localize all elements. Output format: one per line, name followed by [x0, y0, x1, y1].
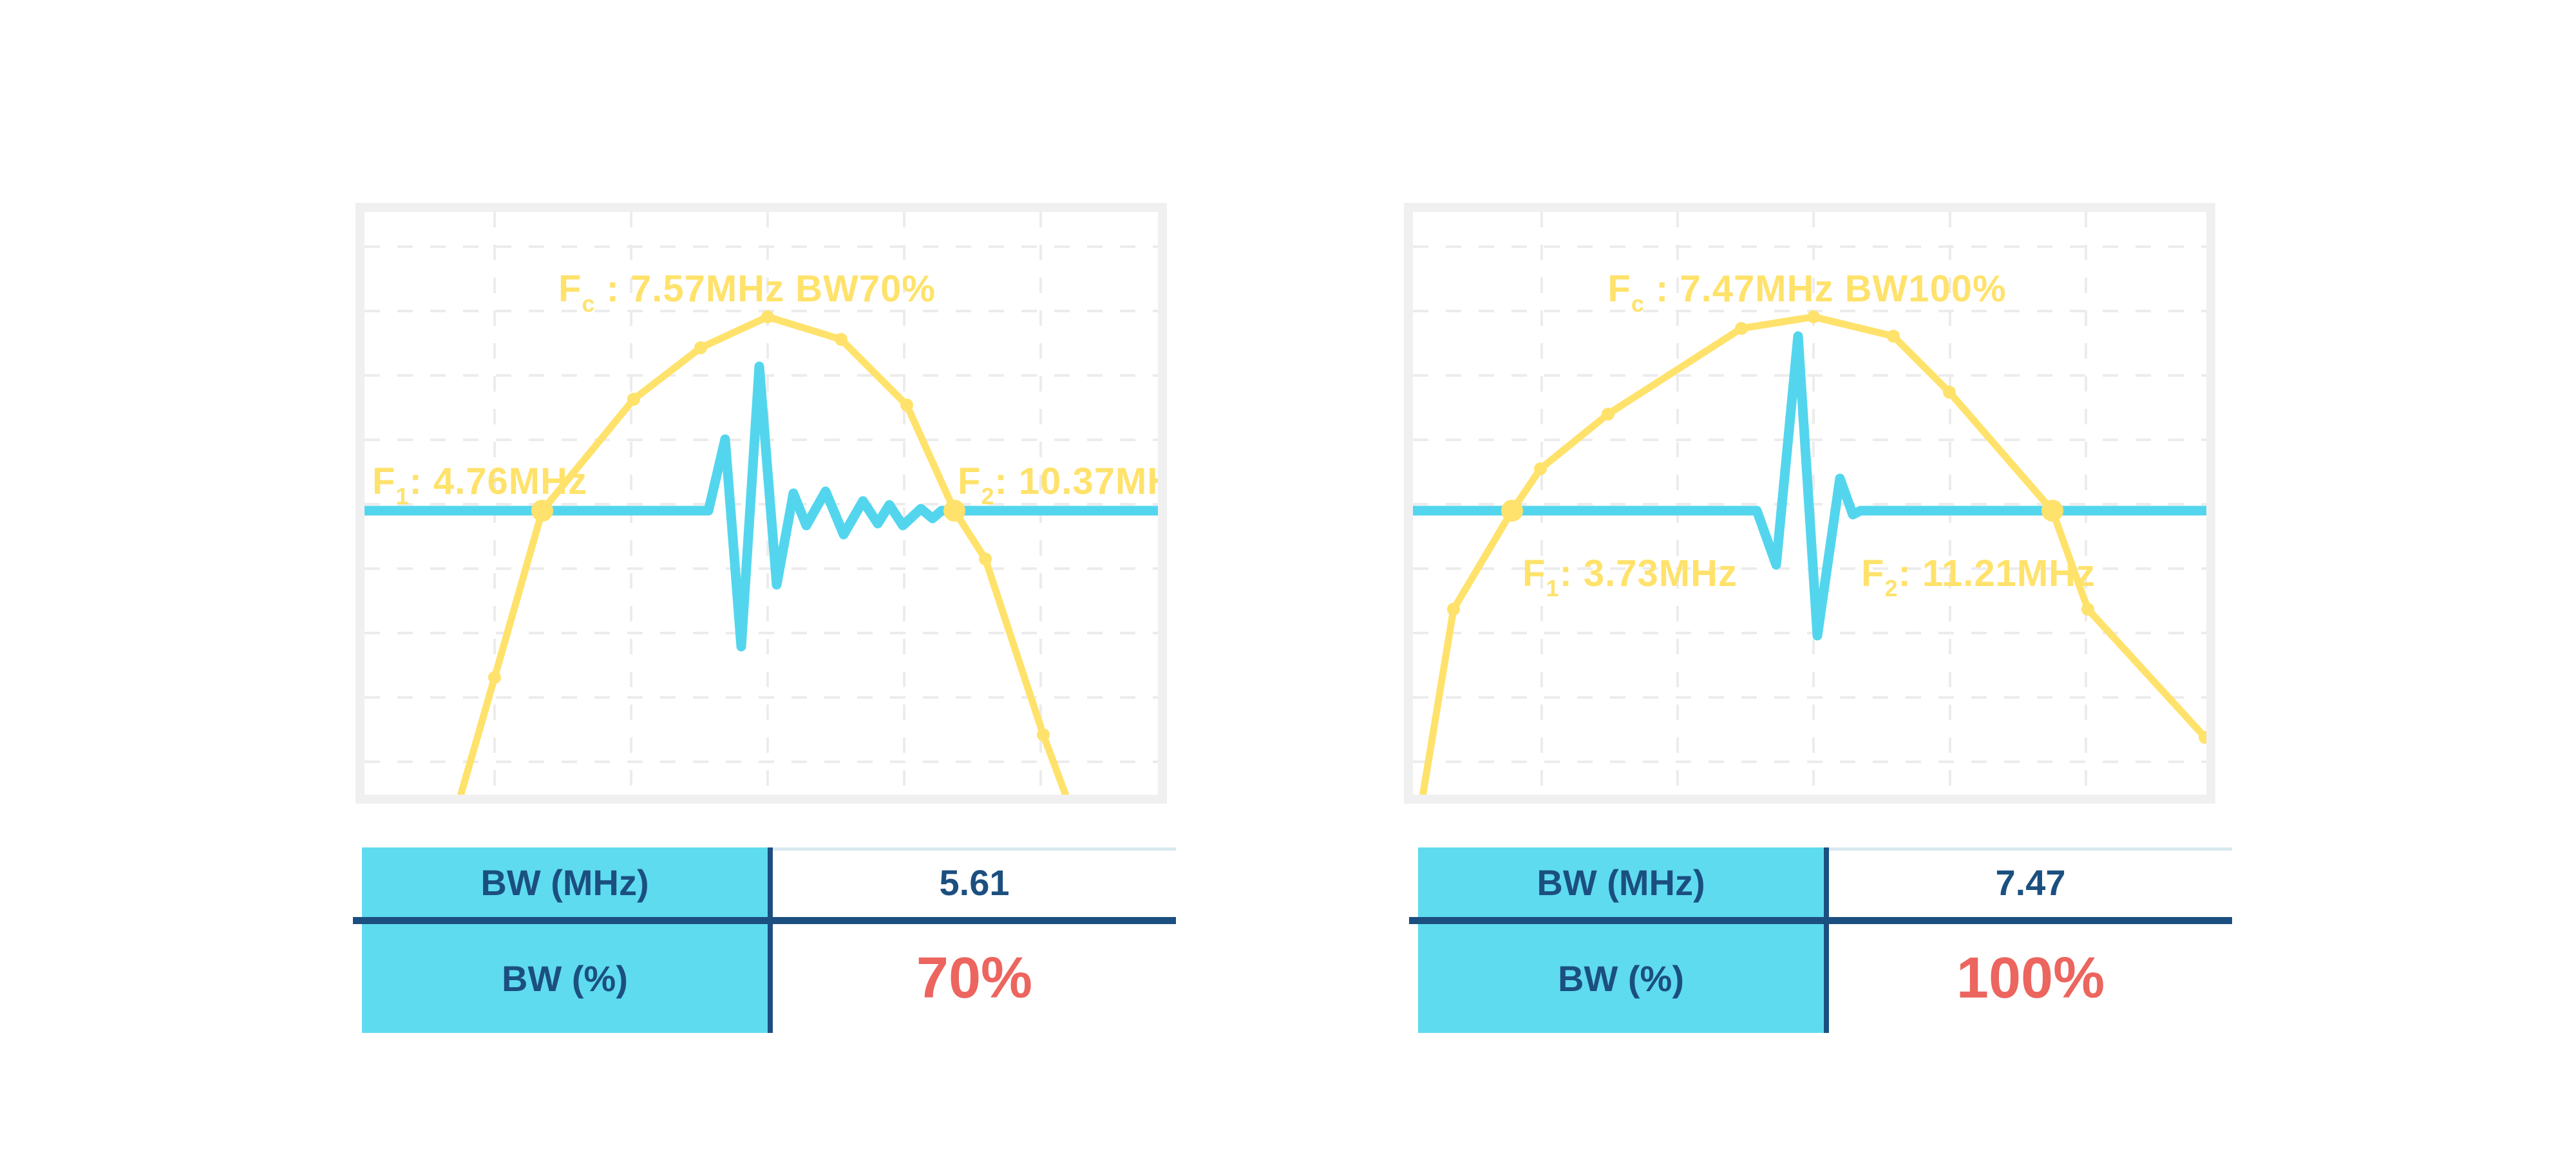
- pulse-waveform: [365, 361, 1158, 652]
- bw-mhz-value: 5.61: [939, 862, 1010, 903]
- bw-table-left: BW (MHz) BW (%) 5.61 70%: [353, 847, 1176, 1041]
- bw-pct-label: BW (%): [1558, 958, 1684, 999]
- data-point-marker: [1447, 603, 1460, 616]
- spectrum-chart-right: Fc : 7.47MHz BW100% F1: 3.73MHz F2: 11.21M…: [1413, 212, 2206, 795]
- table-header-column: [362, 847, 768, 1033]
- data-point-marker: [2041, 500, 2063, 522]
- spectrum-curve: [457, 313, 1070, 795]
- spectrum-chart-left: Fc : 7.57MHz BW70% F1: 4.76MHz F2: 10.37MH…: [365, 212, 1158, 795]
- table-row-divider: [1409, 917, 2232, 924]
- chart-panel-right: Fc : 7.47MHz BW100% F1: 3.73MHz F2: 11.21M…: [1404, 203, 2215, 804]
- bw-pct-label: BW (%): [502, 958, 628, 999]
- data-point-marker: [1887, 330, 1900, 343]
- data-point-marker: [1735, 322, 1748, 335]
- f2-frequency-label: F2: 10.37MHz: [958, 460, 1158, 509]
- data-point-marker: [900, 399, 913, 411]
- f1-frequency-label: F1: 4.76MHz: [372, 460, 587, 509]
- data-point-marker: [531, 500, 553, 522]
- data-point-marker: [1807, 310, 1820, 323]
- f2-frequency-label: F2: 11.21MHz: [1861, 553, 2096, 601]
- table-column-divider: [1824, 847, 1829, 1033]
- data-point-marker: [1534, 462, 1547, 475]
- data-point-marker: [2081, 603, 2094, 616]
- data-point-marker: [761, 310, 774, 323]
- data-point-marker: [1037, 728, 1050, 741]
- data-point-marker: [943, 500, 965, 522]
- data-point-marker: [1943, 386, 1956, 399]
- value-column-topline: [773, 847, 1176, 851]
- table-column-divider: [768, 847, 773, 1033]
- spectrum-curve: [1419, 313, 2206, 795]
- data-point-marker: [2199, 731, 2206, 744]
- data-point-marker: [694, 341, 707, 354]
- table-header-column: [1418, 847, 1824, 1033]
- value-column-topline: [1829, 847, 2232, 851]
- bw-mhz-label: BW (MHz): [480, 862, 649, 903]
- chart-panel-left: Fc : 7.57MHz BW70% F1: 4.76MHz F2: 10.37MH…: [355, 203, 1167, 804]
- data-point-marker: [627, 393, 640, 406]
- bw-table-right: BW (MHz) BW (%) 7.47 100%: [1409, 847, 2232, 1041]
- bw-pct-value: 70%: [916, 946, 1033, 1010]
- data-point-marker: [488, 671, 501, 684]
- pulse-waveform: [1413, 331, 2206, 641]
- data-point-marker: [1501, 500, 1523, 522]
- bw-pct-value: 100%: [1956, 946, 2105, 1010]
- data-point-marker: [1602, 408, 1615, 421]
- center-frequency-label: Fc : 7.57MHz BW70%: [558, 268, 936, 317]
- bw-mhz-label: BW (MHz): [1537, 862, 1705, 903]
- data-point-marker: [835, 333, 848, 346]
- bw-mhz-value: 7.47: [1995, 862, 2066, 903]
- f1-frequency-label: F1: 3.73MHz: [1522, 553, 1738, 601]
- data-point-marker: [979, 553, 992, 565]
- table-row-divider: [353, 917, 1176, 924]
- center-frequency-label: Fc : 7.47MHz BW100%: [1607, 268, 2006, 317]
